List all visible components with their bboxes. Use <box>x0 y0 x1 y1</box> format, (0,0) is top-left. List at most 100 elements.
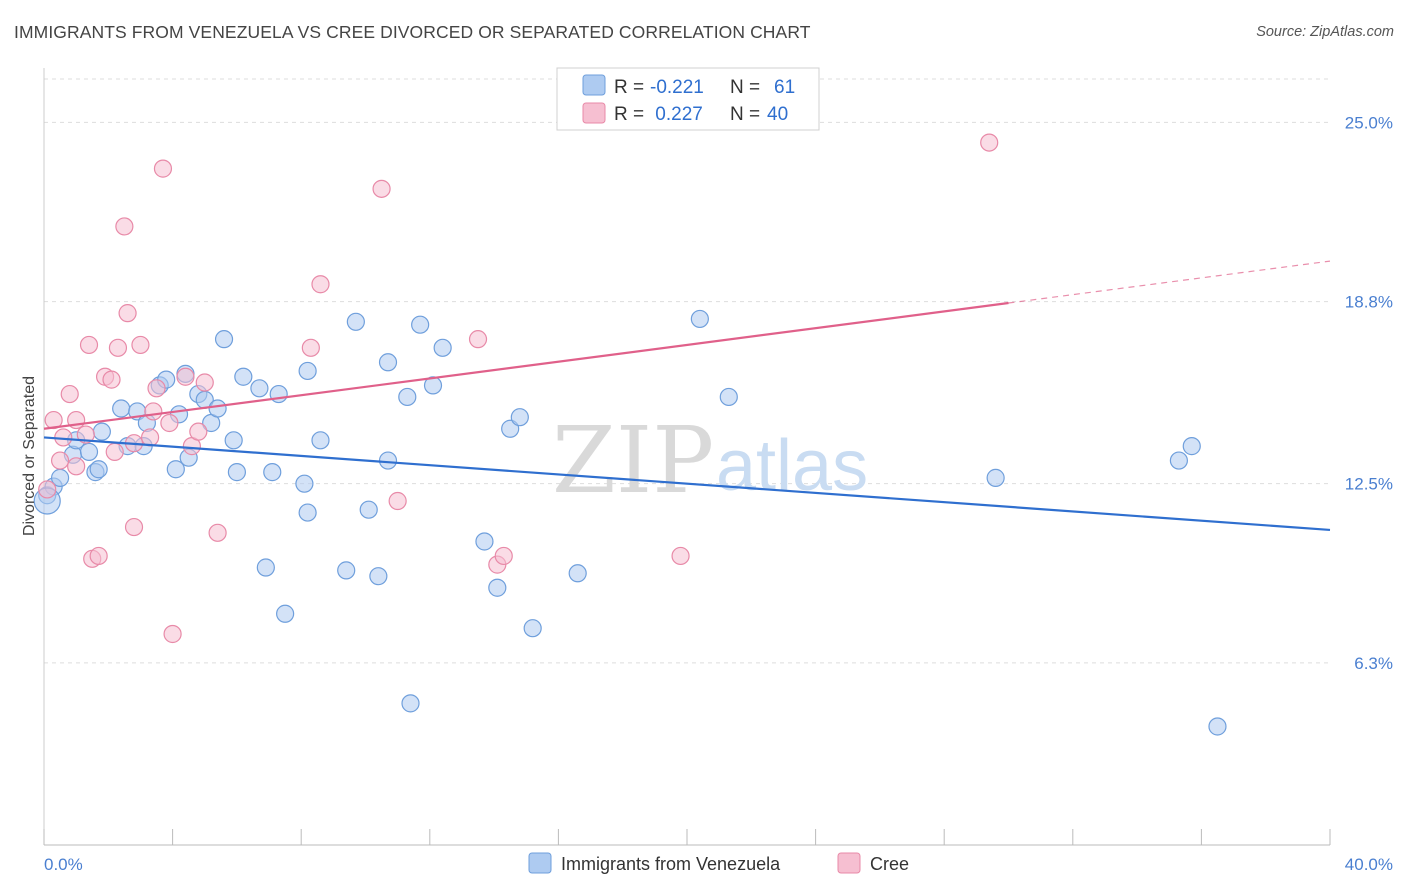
legend-box: R = -0.221 N = 61 R = 0.227 N = 40 <box>556 67 820 131</box>
point-cree <box>468 330 488 349</box>
legend-n-value-1: 61 <box>774 77 795 98</box>
bottom-legend: Immigrants from Venezuela Cree <box>528 852 909 874</box>
point-cree <box>147 379 166 398</box>
point-venezuela <box>311 431 330 450</box>
point-cree <box>60 384 79 404</box>
point-venezuela <box>719 387 738 407</box>
legend-swatch-blue <box>582 74 606 96</box>
watermark-zip: ZIP <box>552 407 714 514</box>
bottom-legend-swatch-blue <box>528 852 552 874</box>
y-tick-label: 25.0% <box>1345 113 1393 132</box>
series-venezuela-points <box>33 309 1227 736</box>
point-venezuela <box>986 468 1005 487</box>
point-cree <box>79 335 99 355</box>
point-cree <box>195 373 214 392</box>
trend-line-cree-extension <box>1008 260 1331 304</box>
point-cree <box>160 413 179 433</box>
point-cree <box>50 451 70 470</box>
point-cree <box>301 338 320 357</box>
point-venezuela <box>79 442 99 461</box>
point-venezuela <box>346 312 365 331</box>
x-tick-label-min: 0.0% <box>44 855 83 874</box>
series-cree-points <box>38 133 999 644</box>
point-cree <box>76 425 95 444</box>
point-venezuela <box>690 309 709 329</box>
point-cree <box>118 304 137 323</box>
bottom-legend-swatch-pink <box>837 852 861 874</box>
point-cree <box>144 402 163 421</box>
y-axis-label: Divorced or Separated <box>21 376 38 536</box>
point-venezuela <box>568 564 587 583</box>
point-venezuela <box>250 379 269 398</box>
point-cree <box>494 546 513 566</box>
point-venezuela <box>423 376 443 395</box>
point-venezuela <box>276 604 295 623</box>
watermark: ZIP atlas <box>552 407 868 514</box>
watermark-atlas: atlas <box>716 426 868 506</box>
point-venezuela <box>112 399 131 418</box>
point-venezuela <box>234 367 253 386</box>
point-venezuela <box>295 474 314 493</box>
legend-swatch-pink <box>582 102 606 124</box>
legend-r-value-2: 0.227 <box>650 104 703 125</box>
point-venezuela <box>298 503 317 522</box>
point-cree <box>388 491 407 511</box>
point-cree <box>372 179 391 198</box>
axes-layer <box>43 68 1331 846</box>
point-venezuela <box>337 561 356 580</box>
point-venezuela <box>510 408 529 427</box>
legend-n-label-2: N = <box>730 104 760 125</box>
trend-line-venezuela <box>43 436 1331 532</box>
point-venezuela <box>369 567 388 586</box>
point-cree <box>102 370 121 389</box>
point-venezuela <box>411 315 430 334</box>
point-venezuela <box>1208 717 1227 736</box>
point-venezuela <box>1169 451 1188 470</box>
point-venezuela <box>475 532 494 551</box>
point-venezuela <box>1182 437 1201 456</box>
point-cree <box>208 523 227 542</box>
point-venezuela <box>214 330 234 349</box>
bottom-legend-label-venezuela: Immigrants from Venezuela <box>561 854 781 874</box>
point-cree <box>67 457 86 476</box>
point-venezuela <box>263 463 282 482</box>
point-cree <box>105 442 124 461</box>
point-venezuela <box>398 387 417 407</box>
point-venezuela <box>298 361 317 381</box>
x-tick-label-max: 40.0% <box>1345 855 1393 874</box>
point-venezuela <box>378 451 398 470</box>
trend-line-cree <box>43 301 1009 430</box>
point-cree <box>153 159 173 178</box>
legend-n-label-1: N = <box>730 77 760 98</box>
point-cree <box>115 217 134 236</box>
point-cree <box>89 546 108 566</box>
source-label: Source: ZipAtlas.com <box>1256 24 1394 40</box>
point-venezuela <box>227 463 246 482</box>
trend-lines <box>43 260 1331 532</box>
point-cree <box>140 428 160 447</box>
point-cree <box>189 422 208 441</box>
point-cree <box>176 367 195 386</box>
point-cree <box>163 624 182 644</box>
point-cree <box>311 275 330 294</box>
point-cree <box>108 338 128 357</box>
point-venezuela <box>89 460 108 479</box>
chart-title: IMMIGRANTS FROM VENEZUELA VS CREE DIVORC… <box>14 22 811 42</box>
legend-r-label-2: R = <box>614 104 644 125</box>
point-venezuela <box>378 353 398 372</box>
point-venezuela <box>488 578 507 597</box>
point-cree <box>38 480 57 499</box>
point-venezuela <box>523 619 542 638</box>
point-cree <box>671 546 690 566</box>
point-venezuela <box>359 500 378 519</box>
point-venezuela <box>433 338 452 357</box>
bottom-legend-label-cree: Cree <box>870 854 909 874</box>
legend-n-value-2: 40 <box>767 104 788 125</box>
point-venezuela <box>256 558 275 577</box>
point-cree <box>980 133 999 152</box>
point-venezuela <box>92 422 111 441</box>
point-cree <box>124 517 144 537</box>
tick-labels: 6.3% 12.5% 18.8% 25.0% 0.0% 40.0% <box>44 113 1393 874</box>
y-tick-label: 18.8% <box>1345 293 1393 312</box>
point-venezuela <box>208 399 227 418</box>
